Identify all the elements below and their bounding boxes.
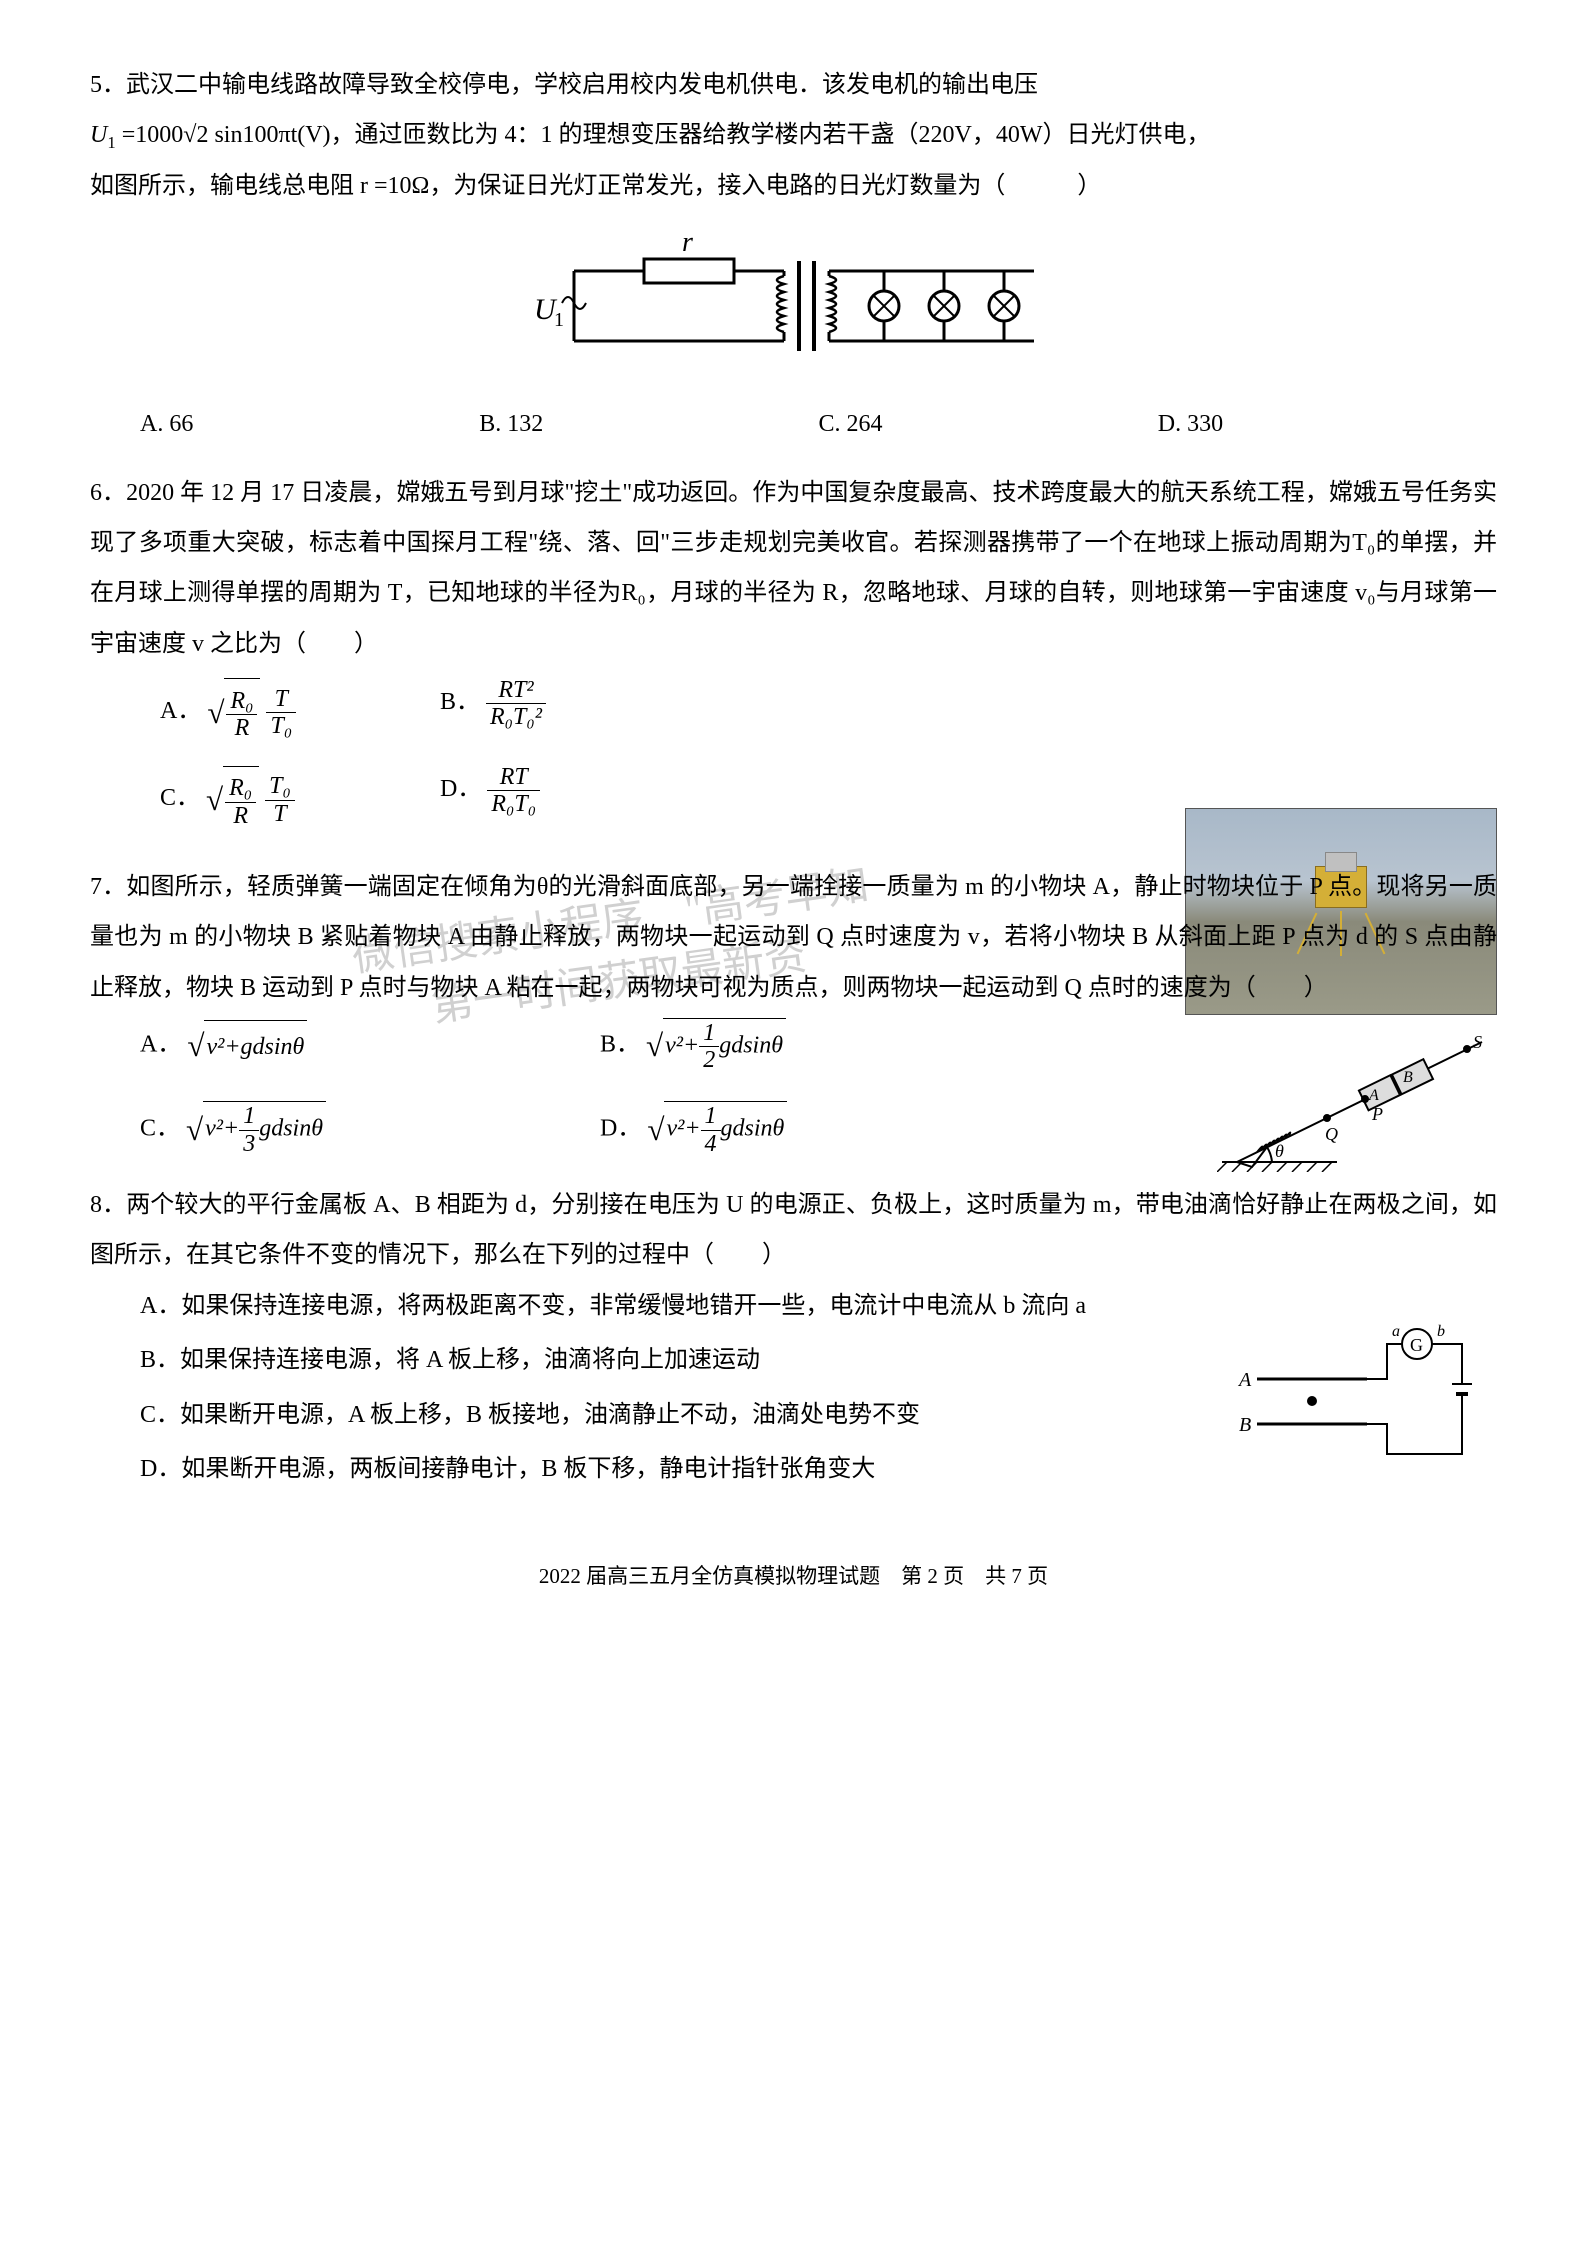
q8-text: 8．两个较大的平行金属板 A、B 相距为 d，分别接在电压为 U 的电源正、负极… bbox=[90, 1180, 1497, 1281]
svg-text:G: G bbox=[1410, 1335, 1423, 1355]
q7-c-n: 1 bbox=[239, 1103, 259, 1130]
q5-number: 5． bbox=[90, 72, 126, 98]
q7-opt-d: D． √v²+14gdsinθ bbox=[600, 1097, 1060, 1163]
q7-b-n: 1 bbox=[699, 1020, 719, 1047]
q7-b-label: B． bbox=[600, 1031, 640, 1057]
q6-d-label: D． bbox=[440, 776, 481, 802]
q5-l3: 如图所示，输电线总电阻 r =10Ω，为保证日光灯正常发光，接入电路的日光灯数量… bbox=[90, 173, 1101, 199]
page-footer: 2022 届高三五月全仿真模拟物理试题 第 2 页 共 7 页 bbox=[90, 1554, 1497, 1598]
svg-text:Q: Q bbox=[1325, 1124, 1338, 1144]
q7-c-pre: v²+ bbox=[205, 1116, 239, 1142]
q7-d-d: 4 bbox=[701, 1131, 721, 1157]
q5-u1-sub: 1 bbox=[107, 133, 115, 152]
q6-a-d: R bbox=[226, 715, 257, 741]
question-7: 7．如图所示，轻质弹簧一端固定在倾角为θ的光滑斜面底部，另一端拴接一质量为 m … bbox=[90, 862, 1497, 1162]
q6-c-n: R₀ bbox=[225, 775, 256, 802]
q6-number: 6． bbox=[90, 480, 126, 506]
q5-line2: U1 =1000√2 sin100πt(V)，通过匝数比为 4：1 的理想变压器… bbox=[90, 110, 1497, 160]
q6-a-n2: T bbox=[266, 686, 296, 713]
q6-opt-c: C． √R₀R T₀T bbox=[160, 756, 440, 843]
svg-text:B: B bbox=[1239, 1414, 1251, 1436]
q5-opt-b: B. 132 bbox=[479, 399, 818, 449]
q8-number: 8． bbox=[90, 1192, 126, 1218]
question-8: 8．两个较大的平行金属板 A、B 相距为 d，分别接在电压为 U 的电源正、负极… bbox=[90, 1180, 1497, 1494]
q5-circuit-diagram: U 1 r bbox=[514, 221, 1074, 391]
q5-u1-sym: U bbox=[90, 122, 107, 148]
q5-opt-a: A. 66 bbox=[140, 399, 479, 449]
q5-opt-c: C. 264 bbox=[819, 399, 1158, 449]
q6-c-label: C． bbox=[160, 786, 200, 812]
q7-opt-b: B． √v²+12gdsinθ bbox=[600, 1013, 1060, 1079]
q6-opt-d: D． RTR₀T₀ bbox=[440, 756, 720, 843]
q7-number: 7． bbox=[90, 874, 126, 900]
svg-text:A: A bbox=[1368, 1087, 1379, 1104]
q7-c-post: gdsinθ bbox=[259, 1116, 323, 1142]
q7-d-n: 1 bbox=[701, 1103, 721, 1130]
q6-a-n: R₀ bbox=[226, 688, 257, 715]
q6-d-n: RT bbox=[487, 764, 540, 791]
q5-opt-d: D. 330 bbox=[1158, 399, 1497, 449]
q7-c-d: 3 bbox=[239, 1131, 259, 1157]
q6-b-d: R₀T₀² bbox=[486, 704, 546, 730]
q7-d-label: D． bbox=[600, 1115, 641, 1141]
svg-text:r: r bbox=[682, 227, 693, 258]
q7-d-pre: v²+ bbox=[666, 1116, 700, 1142]
q5-text: 5．武汉二中输电线路故障导致全校停电，学校启用校内发电机供电．该发电机的输出电压 bbox=[90, 60, 1497, 110]
q7-b-post: gdsinθ bbox=[719, 1032, 783, 1058]
q6-opt-b: B． RT²R₀T₀² bbox=[440, 669, 720, 756]
q6-a-d2: T₀ bbox=[266, 713, 296, 739]
svg-text:S: S bbox=[1473, 1032, 1482, 1052]
q6-opt-a: A． √R₀R TT₀ bbox=[160, 669, 440, 756]
q5-line3: 如图所示，输电线总电阻 r =10Ω，为保证日光灯正常发光，接入电路的日光灯数量… bbox=[90, 161, 1497, 211]
q7-incline-diagram: Q A B P S θ bbox=[1217, 1022, 1497, 1172]
q6-c-d2: T bbox=[265, 801, 295, 827]
q6-c-n2: T₀ bbox=[265, 773, 295, 800]
q6-body: 2020 年 12 月 17 日凌晨，嫦娥五号到月球"挖土"成功返回。作为中国复… bbox=[90, 480, 1497, 657]
q6-b-label: B． bbox=[440, 689, 480, 715]
q7-a-expr: v²+gdsinθ bbox=[204, 1020, 307, 1072]
svg-text:b: b bbox=[1437, 1324, 1445, 1340]
q6-text: 6．2020 年 12 月 17 日凌晨，嫦娥五号到月球"挖土"成功返回。作为中… bbox=[90, 468, 1497, 670]
q8-capacitor-diagram: A B G a b bbox=[1237, 1324, 1487, 1474]
svg-text:B: B bbox=[1403, 1069, 1413, 1086]
q7-d-post: gdsinθ bbox=[721, 1116, 785, 1142]
q5-line1: 武汉二中输电线路故障导致全校停电，学校启用校内发电机供电．该发电机的输出电压 bbox=[126, 72, 1038, 98]
q6-a-label: A． bbox=[160, 698, 201, 724]
q8-body: 两个较大的平行金属板 A、B 相距为 d，分别接在电压为 U 的电源正、负极上，… bbox=[90, 1192, 1497, 1268]
q7-opt-c: C． √v²+13gdsinθ bbox=[140, 1097, 600, 1163]
question-5: 5．武汉二中输电线路故障导致全校停电，学校启用校内发电机供电．该发电机的输出电压… bbox=[90, 60, 1497, 450]
question-6: 6．2020 年 12 月 17 日凌晨，嫦娥五号到月球"挖土"成功返回。作为中… bbox=[90, 468, 1497, 844]
q7-text: 7．如图所示，轻质弹簧一端固定在倾角为θ的光滑斜面底部，另一端拴接一质量为 m … bbox=[90, 862, 1497, 1013]
q6-d-d: R₀T₀ bbox=[487, 791, 540, 817]
q5-options: A. 66 B. 132 C. 264 D. 330 bbox=[90, 399, 1497, 449]
svg-text:θ: θ bbox=[1275, 1141, 1284, 1161]
q7-body: 如图所示，轻质弹簧一端固定在倾角为θ的光滑斜面底部，另一端拴接一质量为 m 的小… bbox=[90, 874, 1497, 1001]
q5-l2-rest: =1000√2 sin100πt(V)，通过匝数比为 4：1 的理想变压器给教学… bbox=[116, 122, 1211, 148]
q6-b-n: RT² bbox=[486, 677, 546, 704]
svg-text:P: P bbox=[1371, 1104, 1383, 1124]
q7-opt-a: A． √v²+gdsinθ bbox=[140, 1013, 600, 1079]
svg-text:1: 1 bbox=[554, 309, 564, 331]
q7-c-label: C． bbox=[140, 1115, 180, 1141]
q7-b-d: 2 bbox=[699, 1047, 719, 1073]
q7-a-label: A． bbox=[140, 1031, 181, 1057]
q6-c-d: R bbox=[225, 803, 256, 829]
q7-b-pre: v²+ bbox=[665, 1032, 699, 1058]
svg-text:a: a bbox=[1392, 1324, 1400, 1340]
svg-text:A: A bbox=[1237, 1369, 1252, 1391]
